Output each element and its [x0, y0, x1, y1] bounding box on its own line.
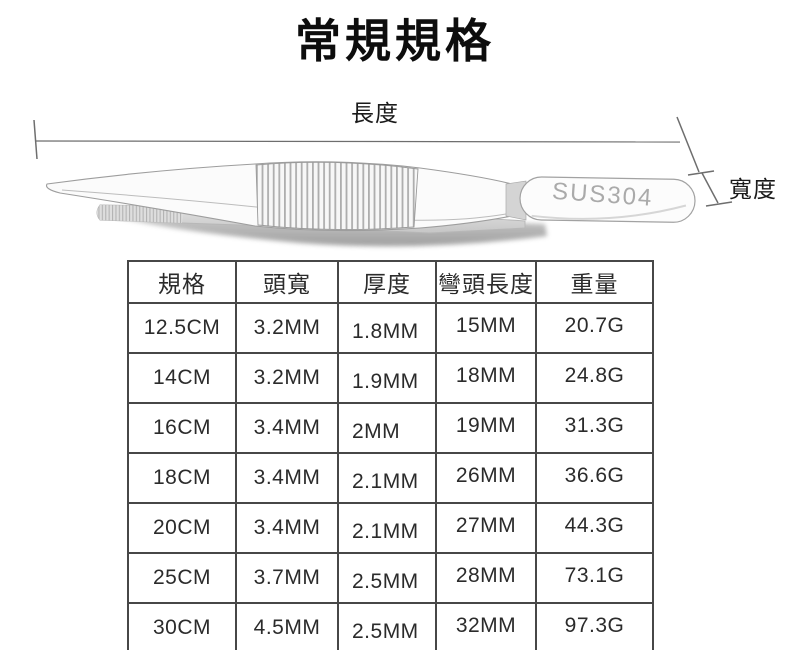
- length-tick-left: [33, 119, 38, 160]
- table-row: 18CM 3.4MM 2.1MM 26MM 36.6G: [127, 452, 654, 504]
- cell-bent-tip-length: 19MM: [435, 402, 537, 454]
- cell-head-width: 3.4MM: [235, 452, 339, 504]
- cell-head-width: 3.4MM: [235, 502, 339, 554]
- cell-weight: 44.3G: [535, 502, 654, 554]
- table-header-row: 規格 頭寬 厚度 彎頭長度 重量: [127, 260, 654, 304]
- cell-weight: 20.7G: [535, 302, 654, 354]
- cell-bent-tip-length: 15MM: [435, 302, 537, 354]
- header-head-width: 頭寬: [235, 260, 339, 304]
- cell-thickness: 2.5MM: [337, 602, 437, 650]
- cell-spec: 16CM: [127, 402, 237, 454]
- tweezers-grip-ridges: [255, 161, 419, 231]
- cell-bent-tip-length: 18MM: [435, 352, 537, 404]
- cell-weight: 31.3G: [535, 402, 654, 454]
- cell-thickness: 2.1MM: [337, 502, 437, 554]
- cell-thickness: 2.5MM: [337, 552, 437, 604]
- cell-bent-tip-length: 32MM: [435, 602, 537, 650]
- cell-thickness: 1.9MM: [337, 352, 437, 404]
- cell-spec: 20CM: [127, 502, 237, 554]
- cell-spec: 25CM: [127, 552, 237, 604]
- cell-weight: 97.3G: [535, 602, 654, 650]
- table-row: 25CM 3.7MM 2.5MM 28MM 73.1G: [127, 552, 654, 604]
- cell-head-width: 4.5MM: [235, 602, 339, 650]
- header-thickness: 厚度: [337, 260, 437, 304]
- cell-weight: 24.8G: [535, 352, 654, 404]
- tweezers-handle-shade: [531, 204, 687, 220]
- tweezers-handle: [519, 176, 696, 223]
- cell-spec: 14CM: [127, 352, 237, 404]
- table-row: 12.5CM 3.2MM 1.8MM 15MM 20.7G: [127, 302, 654, 354]
- length-tick-right: [676, 116, 700, 173]
- cell-head-width: 3.4MM: [235, 402, 339, 454]
- cell-weight: 36.6G: [535, 452, 654, 504]
- cell-head-width: 3.2MM: [235, 352, 339, 404]
- width-tick-bottom: [705, 201, 733, 207]
- page-title: 常規規格: [295, 15, 495, 67]
- cell-weight: 73.1G: [535, 552, 654, 604]
- table-row: 30CM 4.5MM 2.5MM 32MM 97.3G: [127, 602, 654, 650]
- cell-thickness: 2.1MM: [337, 452, 437, 504]
- length-label: 長度: [351, 100, 399, 126]
- cell-thickness: 1.8MM: [337, 302, 437, 354]
- cell-spec: 12.5CM: [127, 302, 237, 354]
- cell-thickness: 2MM: [337, 402, 437, 454]
- cell-bent-tip-length: 26MM: [435, 452, 537, 504]
- cell-bent-tip-length: 28MM: [435, 552, 537, 604]
- length-dimension-line: [35, 140, 681, 143]
- width-tick-top: [687, 170, 715, 176]
- width-label: 寬度: [729, 176, 777, 202]
- table-row: 16CM 3.4MM 2MM 19MM 31.3G: [127, 402, 654, 454]
- width-dimension-line: [701, 172, 719, 204]
- spec-table: 規格 頭寬 厚度 彎頭長度 重量 12.5CM 3.2MM 1.8MM 15MM…: [127, 260, 654, 650]
- cell-head-width: 3.7MM: [235, 552, 339, 604]
- table-row: 14CM 3.2MM 1.9MM 18MM 24.8G: [127, 352, 654, 404]
- header-bent-tip-length: 彎頭長度: [435, 260, 537, 304]
- tweezers-illustration: [33, 116, 733, 247]
- table-row: 20CM 3.4MM 2.1MM 27MM 44.3G: [127, 502, 654, 554]
- cell-spec: 18CM: [127, 452, 237, 504]
- header-spec: 規格: [127, 260, 237, 304]
- cell-spec: 30CM: [127, 602, 237, 650]
- cell-bent-tip-length: 27MM: [435, 502, 537, 554]
- header-weight: 重量: [535, 260, 654, 304]
- cell-head-width: 3.2MM: [235, 302, 339, 354]
